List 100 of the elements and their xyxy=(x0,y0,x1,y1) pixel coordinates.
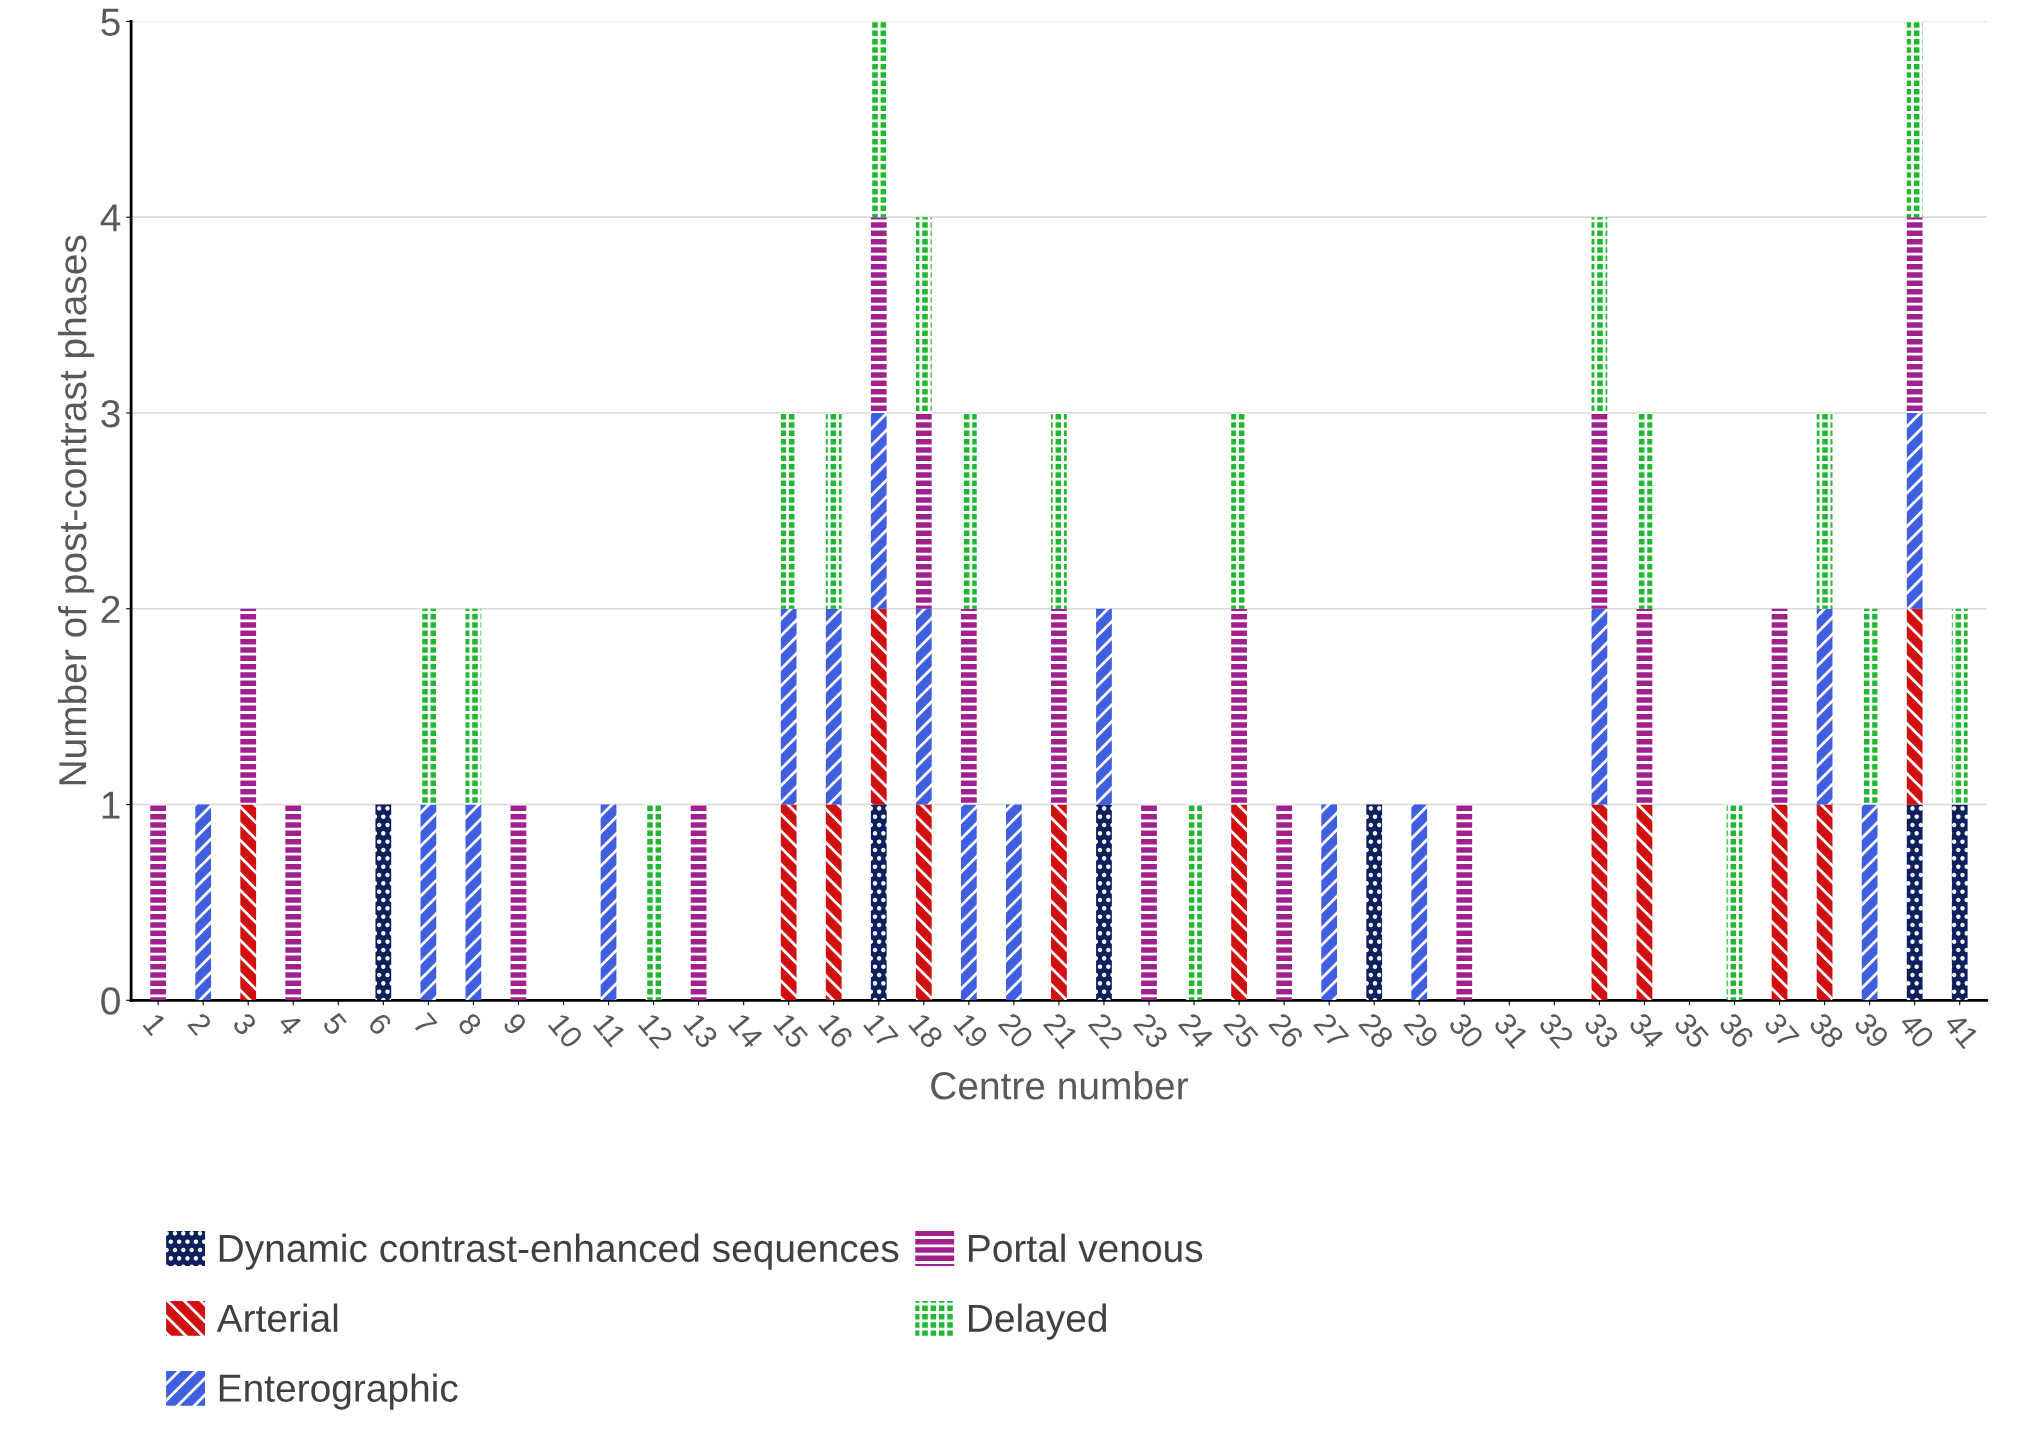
bar xyxy=(510,804,527,1001)
bar xyxy=(870,217,887,413)
x-axis-title: Centre number xyxy=(931,1071,1188,1100)
legend-label: Delayed xyxy=(969,1303,1106,1340)
x-tick-label: 10 xyxy=(547,1012,584,1050)
bar xyxy=(1591,217,1608,413)
bar xyxy=(420,608,437,805)
x-tick-label: 21 xyxy=(1042,1011,1080,1050)
bar xyxy=(915,412,932,609)
x-tick-label: 16 xyxy=(818,1012,855,1050)
bar xyxy=(780,412,797,609)
x-tick-label: 30 xyxy=(1447,1011,1485,1050)
bar xyxy=(870,412,887,609)
legend-label: Arterial xyxy=(216,1303,338,1333)
y-axis-title: Number of post-contrast phases xyxy=(57,235,95,785)
x-tick-label: 14 xyxy=(728,1012,765,1050)
x-tick-label: 39 xyxy=(1853,1011,1890,1050)
bar xyxy=(1951,804,1968,1001)
bar xyxy=(870,608,887,805)
bar xyxy=(960,804,977,1001)
bar xyxy=(915,217,932,413)
y-tick-label: 0 xyxy=(101,987,120,1015)
bar xyxy=(780,804,797,1001)
bar xyxy=(1816,804,1833,1001)
x-tick-label: 25 xyxy=(1222,1011,1260,1050)
bar xyxy=(1771,608,1788,805)
x-tick-label: 6 xyxy=(367,1011,393,1037)
bar xyxy=(420,804,437,1001)
x-tick-label: 28 xyxy=(1358,1011,1395,1050)
bar xyxy=(825,412,842,609)
bar xyxy=(825,608,842,805)
y-tick-label: 1 xyxy=(102,791,120,819)
bar xyxy=(1591,412,1608,609)
x-tick-label: 31 xyxy=(1492,1011,1530,1050)
x-tick-label: 26 xyxy=(1267,1011,1305,1050)
legend-label: Dynamic contrast-enhanced sequences xyxy=(219,1233,899,1270)
bar xyxy=(870,21,887,218)
bar xyxy=(870,804,887,1001)
bar xyxy=(1006,804,1022,1001)
y-tick-label: 4 xyxy=(100,204,121,232)
x-tick-label: 36 xyxy=(1718,1011,1755,1050)
x-tick-label: 9 xyxy=(502,1011,528,1037)
y-tick-label: 3 xyxy=(101,399,120,428)
bar xyxy=(465,608,482,805)
bar xyxy=(1051,804,1067,1001)
x-tick-label: 20 xyxy=(997,1011,1035,1050)
bar xyxy=(1726,804,1743,1001)
bar xyxy=(1771,804,1788,1001)
bar xyxy=(1951,608,1968,805)
x-tick-label: 1 xyxy=(142,1012,168,1037)
bar xyxy=(645,804,662,1001)
x-tick-label: 4 xyxy=(276,1011,303,1037)
bar xyxy=(1636,804,1653,1001)
x-tick-label: 23 xyxy=(1132,1011,1170,1050)
bar xyxy=(1861,608,1878,805)
x-tick-label: 27 xyxy=(1313,1011,1350,1050)
bar xyxy=(1141,804,1157,1001)
bar xyxy=(960,608,977,805)
x-tick-label: 35 xyxy=(1673,1011,1710,1050)
bar xyxy=(915,608,932,805)
bar xyxy=(825,804,842,1001)
bar xyxy=(1051,412,1067,609)
bar xyxy=(1636,608,1653,805)
bar xyxy=(1456,804,1473,1001)
bar xyxy=(1321,804,1338,1001)
bar xyxy=(1636,412,1653,609)
bar xyxy=(1906,21,1923,218)
bar xyxy=(1906,412,1923,609)
bar xyxy=(1366,804,1383,1001)
bar xyxy=(1591,804,1608,1001)
bar xyxy=(1231,804,1247,1001)
x-tick-label: 34 xyxy=(1628,1011,1666,1050)
x-tick-label: 19 xyxy=(953,1012,990,1050)
x-tick-label: 18 xyxy=(908,1012,945,1050)
bar xyxy=(960,412,977,609)
bar xyxy=(375,804,392,1001)
x-tick-label: 13 xyxy=(682,1012,719,1050)
x-tick-label: 8 xyxy=(457,1011,483,1037)
bar xyxy=(285,804,302,1001)
x-tick-label: 40 xyxy=(1897,1011,1936,1050)
x-tick-label: 5 xyxy=(321,1011,348,1037)
bar xyxy=(690,804,707,1001)
x-tick-label: 15 xyxy=(772,1012,809,1050)
bar xyxy=(465,804,482,1001)
x-tick-label: 29 xyxy=(1403,1011,1440,1050)
bar xyxy=(1906,217,1923,413)
bar xyxy=(1096,608,1112,805)
y-tick-label: 2 xyxy=(101,595,120,623)
bar xyxy=(1816,608,1833,805)
bar xyxy=(1186,804,1202,1001)
bar xyxy=(1051,608,1067,805)
x-tick-label: 37 xyxy=(1763,1011,1800,1050)
bar xyxy=(240,804,257,1001)
bar xyxy=(915,804,932,1001)
x-tick-label: 2 xyxy=(187,1011,213,1037)
x-tick-label: 17 xyxy=(863,1012,899,1050)
x-tick-label: 7 xyxy=(412,1011,438,1037)
bar xyxy=(1096,804,1112,1001)
bar xyxy=(1591,608,1608,805)
x-tick-label: 11 xyxy=(593,1012,628,1048)
